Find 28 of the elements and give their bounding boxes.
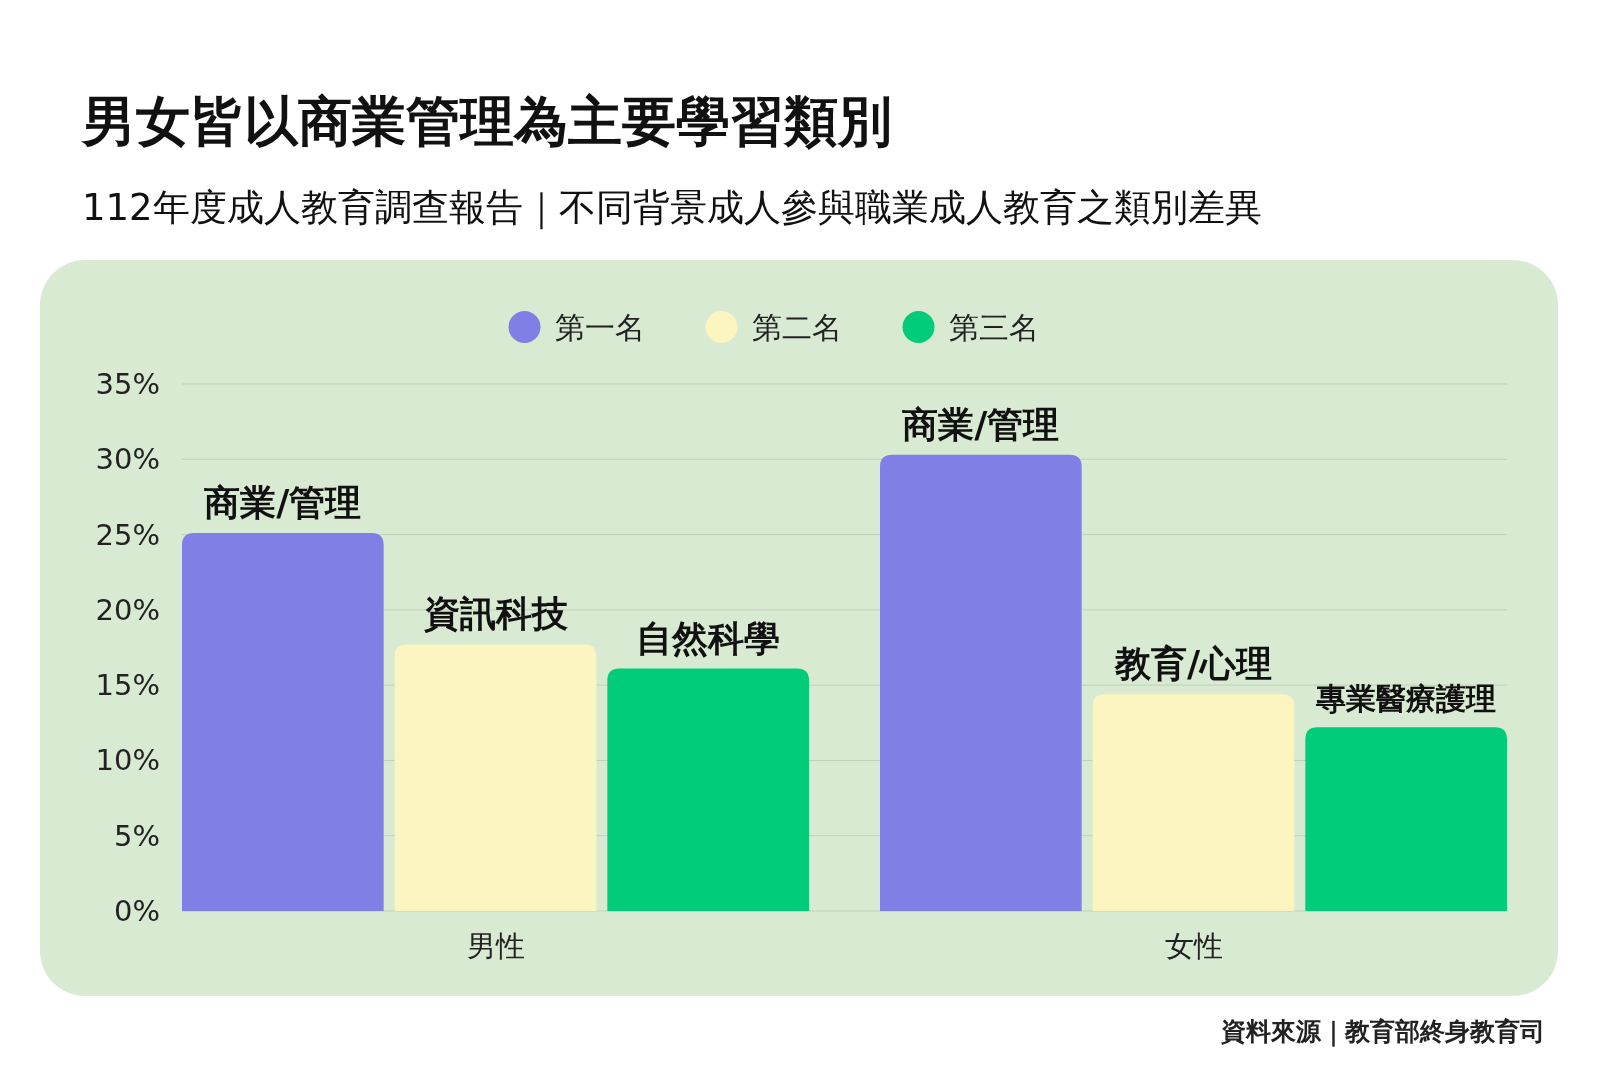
bar (607, 668, 809, 911)
legend-label: 第三名 (948, 310, 1039, 345)
chart-title: 男女皆以商業管理為主要學習類別 (80, 90, 892, 153)
bar (880, 454, 1082, 911)
y-tick-label: 10% (95, 743, 160, 778)
y-tick-label: 35% (95, 367, 160, 401)
y-tick-label: 15% (95, 668, 160, 703)
y-tick-label: 0% (113, 894, 160, 928)
bar (394, 644, 597, 911)
y-tick-label: 20% (95, 592, 160, 627)
legend-label: 第一名 (554, 310, 645, 345)
data-label: 資訊科技 (423, 593, 568, 635)
bar (1092, 694, 1295, 911)
bar (1305, 727, 1507, 911)
bar (182, 533, 384, 911)
data-label: 商業/管理 (204, 482, 362, 524)
source-note: 資料來源｜教育部終身教育司 (1220, 1017, 1545, 1047)
y-tick-label: 30% (95, 442, 160, 477)
y-tick-label: 5% (113, 818, 160, 853)
y-tick-label: 25% (95, 517, 160, 552)
data-label: 專業醫療護理 (1315, 681, 1497, 717)
data-label: 自然科學 (636, 617, 781, 659)
legend-label: 第二名 (751, 310, 842, 345)
x-tick-label: 男性 (466, 929, 525, 963)
data-label: 商業/管理 (902, 403, 1060, 445)
data-label: 教育/心理 (1113, 643, 1273, 685)
chart-subtitle: 112年度成人教育調查報告｜不同背景成人參與職業成人教育之類別差異 (82, 186, 1262, 230)
x-tick-label: 女性 (1164, 929, 1223, 963)
